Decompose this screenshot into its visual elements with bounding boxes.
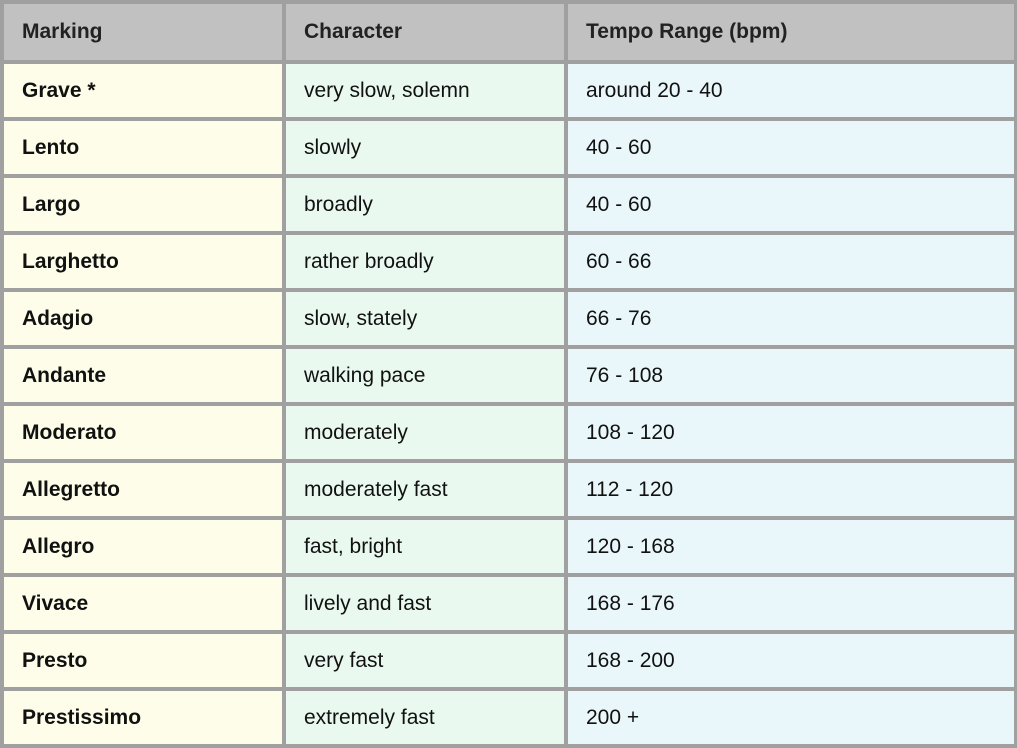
table-row: Lentoslowly40 - 60 [4, 121, 1014, 174]
cell-tempo: 60 - 66 [568, 235, 1014, 288]
table-row: Prestissimoextremely fast200 + [4, 691, 1014, 744]
cell-tempo: 168 - 176 [568, 577, 1014, 630]
cell-marking: Presto [4, 634, 282, 687]
cell-tempo: 76 - 108 [568, 349, 1014, 402]
cell-tempo: 168 - 200 [568, 634, 1014, 687]
cell-marking: Andante [4, 349, 282, 402]
table-row: Allegrettomoderately fast112 - 120 [4, 463, 1014, 516]
table-body: Grave *very slow, solemnaround 20 - 40 L… [4, 64, 1014, 744]
table-row: Prestovery fast168 - 200 [4, 634, 1014, 687]
cell-tempo: 120 - 168 [568, 520, 1014, 573]
cell-character: moderately [286, 406, 564, 459]
table-row: Allegrofast, bright120 - 168 [4, 520, 1014, 573]
cell-character: rather broadly [286, 235, 564, 288]
cell-character: very slow, solemn [286, 64, 564, 117]
tempo-markings-table: Marking Character Tempo Range (bpm) Grav… [0, 0, 1017, 748]
cell-character: fast, bright [286, 520, 564, 573]
cell-marking: Allegro [4, 520, 282, 573]
cell-marking: Vivace [4, 577, 282, 630]
cell-character: extremely fast [286, 691, 564, 744]
table-row: Adagioslow, stately66 - 76 [4, 292, 1014, 345]
cell-character: slow, stately [286, 292, 564, 345]
cell-marking: Prestissimo [4, 691, 282, 744]
cell-tempo: 40 - 60 [568, 178, 1014, 231]
cell-tempo: 40 - 60 [568, 121, 1014, 174]
cell-character: slowly [286, 121, 564, 174]
cell-marking: Larghetto [4, 235, 282, 288]
cell-marking: Grave * [4, 64, 282, 117]
cell-character: broadly [286, 178, 564, 231]
cell-marking: Largo [4, 178, 282, 231]
cell-marking: Adagio [4, 292, 282, 345]
table-row: Grave *very slow, solemnaround 20 - 40 [4, 64, 1014, 117]
table-row: Andantewalking pace76 - 108 [4, 349, 1014, 402]
cell-tempo: around 20 - 40 [568, 64, 1014, 117]
table-row: Vivacelively and fast168 - 176 [4, 577, 1014, 630]
cell-tempo: 112 - 120 [568, 463, 1014, 516]
cell-tempo: 108 - 120 [568, 406, 1014, 459]
cell-tempo: 200 + [568, 691, 1014, 744]
header-marking: Marking [4, 4, 282, 60]
table-row: Larghettorather broadly60 - 66 [4, 235, 1014, 288]
table-row: Largobroadly40 - 60 [4, 178, 1014, 231]
header-character: Character [286, 4, 564, 60]
cell-tempo: 66 - 76 [568, 292, 1014, 345]
cell-marking: Allegretto [4, 463, 282, 516]
cell-marking: Moderato [4, 406, 282, 459]
cell-character: very fast [286, 634, 564, 687]
cell-character: walking pace [286, 349, 564, 402]
cell-character: moderately fast [286, 463, 564, 516]
table-row: Moderatomoderately108 - 120 [4, 406, 1014, 459]
table-header-row: Marking Character Tempo Range (bpm) [4, 4, 1014, 60]
header-tempo: Tempo Range (bpm) [568, 4, 1014, 60]
cell-character: lively and fast [286, 577, 564, 630]
cell-marking: Lento [4, 121, 282, 174]
